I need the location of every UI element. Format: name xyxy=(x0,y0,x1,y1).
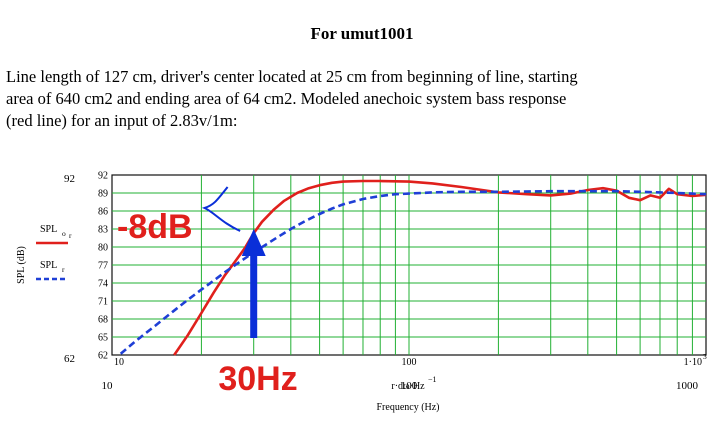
axis-labels: SPL (dB) r·dω·Hz−1 Frequency (Hz) xyxy=(16,246,440,413)
y-tick-label: 68 xyxy=(98,315,108,326)
y-tick-label: 74 xyxy=(98,279,108,290)
grid xyxy=(111,174,707,356)
series-lines xyxy=(119,179,707,356)
x-axis-expression: r·dω·Hz xyxy=(391,381,425,392)
description-line: area of 640 cm2 and ending area of 64 cm… xyxy=(6,89,567,108)
annotation-bracket xyxy=(201,186,241,232)
legend-label: SPL xyxy=(40,260,57,271)
x-tick-label-outer: 10 xyxy=(102,380,114,392)
annotation-30hz: 30Hz xyxy=(218,360,297,398)
x-tick-exponent: 3 xyxy=(703,352,707,361)
y-tick-label: 86 xyxy=(98,207,108,218)
y-tick-label: 92 xyxy=(98,171,108,182)
y-tick-label: 62 xyxy=(98,351,108,362)
y-outer-label: 62 xyxy=(64,353,75,365)
y-tick-labels: 62 65 68 71 74 77 80 83 86 89 92 92 62 xyxy=(64,171,108,366)
page-heading: For umut1001 xyxy=(310,24,414,43)
x-tick-label: 10 xyxy=(114,357,124,368)
annotation-minus-8db: -8dB xyxy=(117,208,193,246)
annotations: -8dB 30Hz xyxy=(117,186,298,398)
legend-subscript: r xyxy=(69,231,72,240)
series-line-blue xyxy=(119,189,707,355)
legend-subscript: o xyxy=(62,229,66,238)
y-tick-label: 65 xyxy=(98,333,108,344)
x-tick-label: 100 xyxy=(402,357,417,368)
y-tick-label: 80 xyxy=(98,243,108,254)
x-tick-labels: 10 100 1·103 10 100 1000 xyxy=(102,352,708,392)
series-line-red xyxy=(173,179,707,356)
y-tick-label: 77 xyxy=(98,261,108,272)
y-tick-label: 83 xyxy=(98,225,108,236)
y-axis-label: SPL (dB) xyxy=(16,246,27,284)
x-tick-label: 1·10 xyxy=(684,357,702,368)
x-tick-label-outer: 100 xyxy=(401,380,418,392)
legend-label: SPL xyxy=(40,224,57,235)
legend-subscript: r xyxy=(62,265,65,274)
description-line: (red line) for an input of 2.83v/1m: xyxy=(6,111,238,130)
y-outer-label: 92 xyxy=(64,173,75,185)
description-line: Line length of 127 cm, driver's center l… xyxy=(6,67,578,86)
y-tick-label: 89 xyxy=(98,189,108,200)
x-axis-label: Frequency (Hz) xyxy=(376,402,439,413)
annotation-arrow-head xyxy=(241,229,266,256)
description-text: Line length of 127 cm, driver's center l… xyxy=(6,66,716,132)
y-tick-label: 71 xyxy=(98,297,108,308)
x-axis-expression-exponent: −1 xyxy=(428,375,437,384)
x-tick-label-outer: 1000 xyxy=(676,380,699,392)
